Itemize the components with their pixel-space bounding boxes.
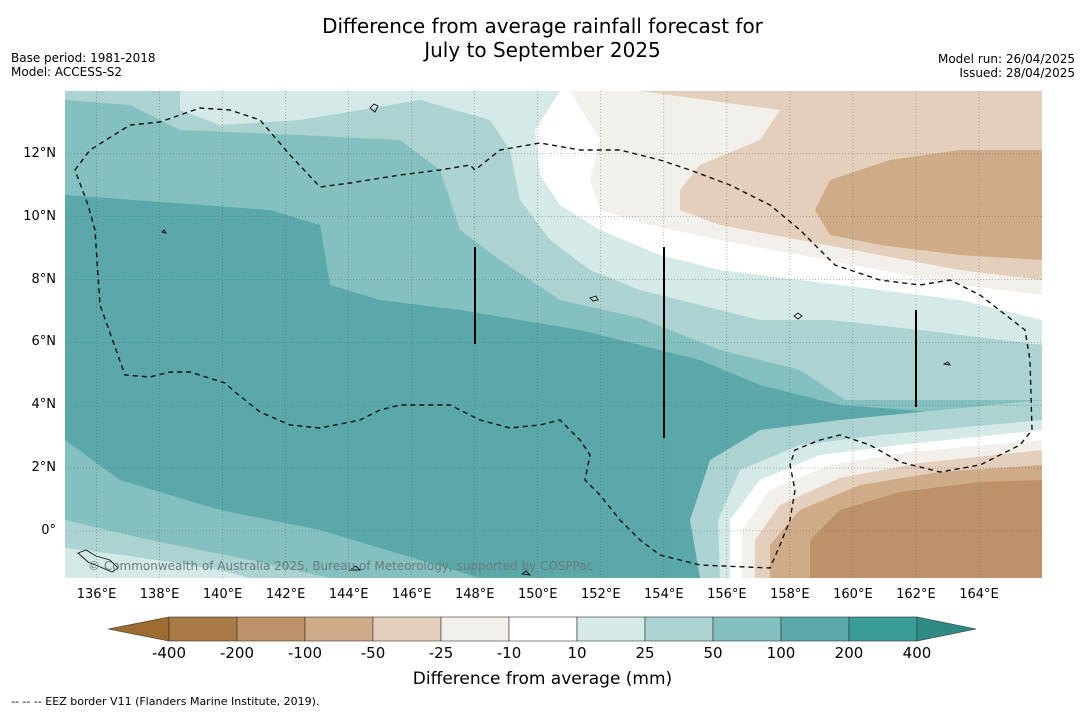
colorbar-label: Difference from average (mm) [412,669,673,689]
model-name: Model: ACCESS-S2 [11,65,123,79]
latitude-label: 4°N [31,397,57,413]
latitude-label: 2°N [31,460,57,476]
island-small [369,103,379,113]
eez-borders [74,107,1033,569]
colorbar-tick-label: -25 [428,644,454,662]
graticule [65,91,1042,578]
colorbar-segment [508,616,578,642]
colorbar-segment [576,616,646,642]
longitude-label: 154°E [644,587,684,602]
colorbar-extend-low [107,616,170,642]
colorbar-tick-label: -10 [496,644,522,662]
copyright-notice: © Commonwealth of Australia 2025, Bureau… [88,559,593,573]
band-minus200-minus100-south-east [810,480,1042,578]
meta-right: Model run: 26/04/2025 Issued: 28/04/2025 [938,52,1075,80]
issued-date: Issued: 28/04/2025 [959,66,1075,80]
longitude-label: 156°E [707,587,747,602]
colorbar-segment [848,616,918,642]
colorbar-tick-label: 10 [567,644,587,662]
title-line-1: Difference from average rainfall forecas… [322,14,763,38]
colorbar-segment [236,616,306,642]
meta-left: Base period: 1981-2018 Model: ACCESS-S2 [11,51,156,79]
longitude-label: 152°E [581,587,621,602]
latitude-label: 0° [41,522,56,538]
longitude-label: 136°E [76,587,117,602]
island-small [942,361,951,366]
band-minus100-minus50-north [815,150,1042,260]
band-10-25-southwest [65,548,250,578]
island-png [77,549,119,573]
colorbar-segment [712,616,782,642]
island-small [161,229,168,234]
colorbar-tick-label: -50 [360,644,386,662]
islands [77,103,951,576]
colorbar-tick-label: 50 [703,644,723,662]
island-small [589,295,599,302]
longitude-label: 164°E [959,587,999,602]
colorbar-segment [372,616,442,642]
colorbar-segment [780,616,850,642]
colorbar-tick-label: -400 [151,644,187,662]
colorbar-tick-label: 400 [902,644,932,662]
colorbar-tick-label: 200 [834,644,864,662]
longitude-label: 148°E [454,587,495,602]
longitude-label: 146°E [391,587,432,602]
colorbar-segment [304,616,374,642]
model-run: Model run: 26/04/2025 [937,52,1075,66]
longitude-label: 160°E [833,587,873,602]
colorbar-tick-label: -100 [287,644,323,662]
longitude-label: 140°E [202,587,243,602]
longitude-label: 162°E [896,587,936,602]
longitude-label: 150°E [517,587,558,602]
latitude-label: 6°N [31,334,57,350]
band-50-100-southwest [65,440,480,578]
colorbar-tick-label: 25 [635,644,655,662]
longitude-label: 144°E [328,587,369,602]
colorbar-tick-label: 100 [766,644,796,662]
eez-palau-fsm-west [74,107,1033,569]
base-period: Base period: 1981-2018 [11,51,156,65]
marker-lines [474,247,917,438]
footnote: -- -- -- EEZ border V11 (Flanders Marine… [11,695,320,708]
longitude-label: 158°E [770,587,810,602]
island-small [348,565,362,571]
colorbar-segment [168,616,238,642]
map-title: Difference from average rainfall forecas… [0,14,1085,62]
colorbar-segment [440,616,510,642]
colorbar-tick-label: -200 [219,644,255,662]
latitude-label: 10°N [23,208,56,224]
island-small [520,570,532,576]
longitude-label: 138°E [139,587,180,602]
colorbar [107,616,977,642]
colorbar-segment [644,616,714,642]
island-small [793,312,803,320]
title-line-2: July to September 2025 [424,38,661,62]
latitude-label: 8°N [31,271,57,287]
longitude-label: 142°E [265,587,306,602]
colorbar-extend-high [916,616,977,642]
latitude-label: 12°N [23,145,56,161]
